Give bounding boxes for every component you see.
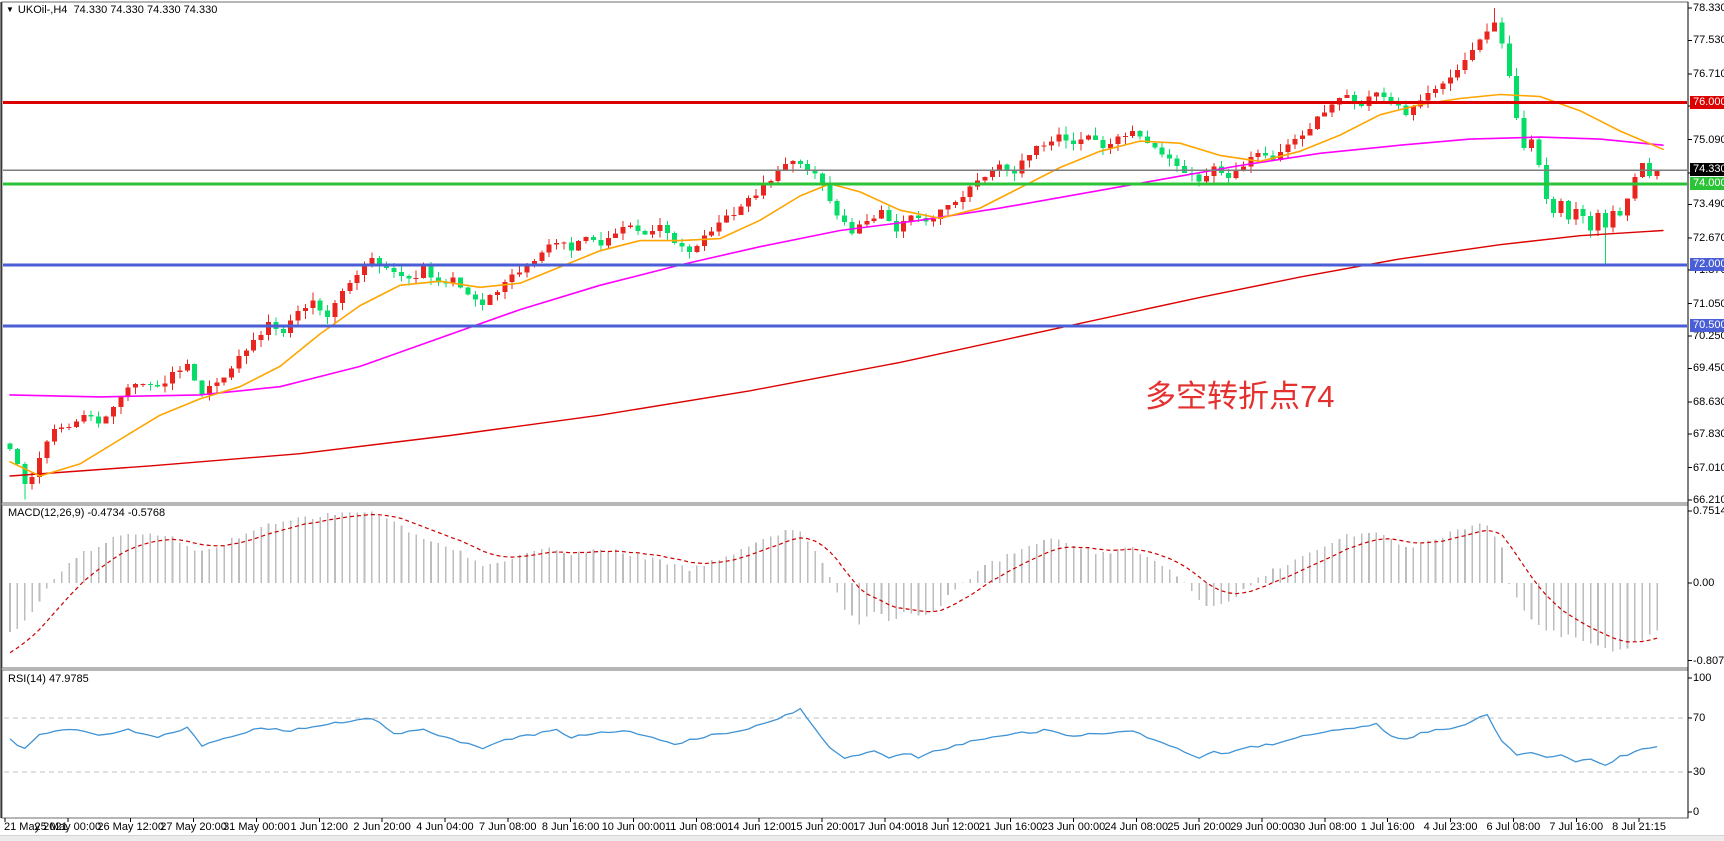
time-tick-label: 25 May 00:00 xyxy=(34,821,102,833)
chart-annotation-text[interactable]: 多空转折点74 xyxy=(1145,379,1335,414)
rsi-tick-label: 30 xyxy=(1693,765,1706,778)
time-tick-label: 4 Jul 23:00 xyxy=(1423,821,1478,833)
time-tick-label: 1 Jun 12:00 xyxy=(290,821,349,833)
time-tick-label: 4 Jun 04:00 xyxy=(416,821,474,833)
price-tick-label: 69.450 xyxy=(1693,362,1724,375)
rsi-tick-label: 70 xyxy=(1693,712,1706,725)
price-tick-label: 67.830 xyxy=(1693,428,1724,441)
quote-values: 74.330 74.330 74.330 74.330 xyxy=(73,4,218,16)
symbol-period-label: UKOil-,H4 xyxy=(17,4,68,16)
price-tick-label: 78.330 xyxy=(1693,2,1724,14)
time-tick-label: 8 Jul 21:15 xyxy=(1612,821,1666,833)
macd-tick-label: 0.7514 xyxy=(1693,504,1724,517)
time-tick-label: 26 May 12:00 xyxy=(97,821,165,833)
rsi-tick-label: 0 xyxy=(1693,806,1700,818)
level-price-badge: 76.000 xyxy=(1690,95,1724,109)
price-tick-label: 67.010 xyxy=(1693,461,1724,474)
time-tick-label: 10 Jun 00:00 xyxy=(601,821,666,833)
rsi-indicator-label: RSI(14) 47.9785 xyxy=(8,673,89,685)
time-tick-label: 23 Jun 00:00 xyxy=(1041,821,1106,833)
time-tick-label: 7 Jul 16:00 xyxy=(1549,821,1604,833)
level-price-badge: 72.000 xyxy=(1690,257,1724,271)
rsi-tick-label: 100 xyxy=(1693,672,1712,684)
time-tick-label: 21 Jun 16:00 xyxy=(978,821,1043,833)
time-tick-label: 17 Jun 04:00 xyxy=(853,821,917,833)
time-tick-label: 18 Jun 12:00 xyxy=(915,821,980,833)
price-tick-label: 77.530 xyxy=(1693,34,1724,47)
time-tick-label: 1 Jul 16:00 xyxy=(1360,821,1415,833)
macd-tick-label: -0.8076 xyxy=(1693,654,1724,667)
time-tick-label: 6 Jul 08:00 xyxy=(1486,821,1541,833)
level-price-badge: 74.000 xyxy=(1690,176,1724,190)
time-tick-label: 25 Jun 20:00 xyxy=(1167,821,1231,833)
status-strip xyxy=(0,835,1724,841)
price-tick-label: 68.630 xyxy=(1693,395,1724,408)
price-tick-label: 76.710 xyxy=(1693,67,1724,80)
time-tick-label: 21 May 2021 xyxy=(4,821,68,833)
price-tick-label: 73.490 xyxy=(1693,198,1724,211)
time-tick-label: 7 Jun 08:00 xyxy=(479,821,537,833)
chart-title: ▼ UKOil-,H4 74.330 74.330 74.330 74.330 xyxy=(6,4,217,16)
time-tick-label: 30 Jun 08:00 xyxy=(1293,821,1357,833)
time-tick-label: 15 Jun 20:00 xyxy=(790,821,854,833)
price-tick-label: 66.210 xyxy=(1693,493,1724,506)
price-tick-label: 75.090 xyxy=(1693,133,1724,146)
price-tick-label: 72.670 xyxy=(1693,231,1724,244)
time-tick-label: 2 Jun 20:00 xyxy=(353,821,411,833)
time-tick-label: 27 May 20:00 xyxy=(160,821,227,833)
current-price-badge: 74.330 xyxy=(1690,163,1724,177)
time-tick-label: 11 Jun 08:00 xyxy=(664,821,728,833)
time-tick-label: 24 Jun 08:00 xyxy=(1104,821,1169,833)
price-tick-label: 70.250 xyxy=(1693,329,1724,342)
price-tick-label: 71.050 xyxy=(1693,297,1724,310)
macd-tick-label: 0.00 xyxy=(1693,577,1715,589)
time-tick-label: 29 Jun 00:00 xyxy=(1230,821,1294,833)
symbol-dropdown-icon[interactable]: ▼ xyxy=(6,5,14,14)
time-tick-label: 8 Jun 16:00 xyxy=(541,821,600,833)
level-price-badge: 70.500 xyxy=(1690,318,1724,332)
macd-indicator-label: MACD(12,26,9) -0.4734 -0.5768 xyxy=(8,507,166,519)
time-tick-label: 31 May 00:00 xyxy=(223,821,290,833)
time-tick-label: 14 Jun 12:00 xyxy=(727,821,791,833)
